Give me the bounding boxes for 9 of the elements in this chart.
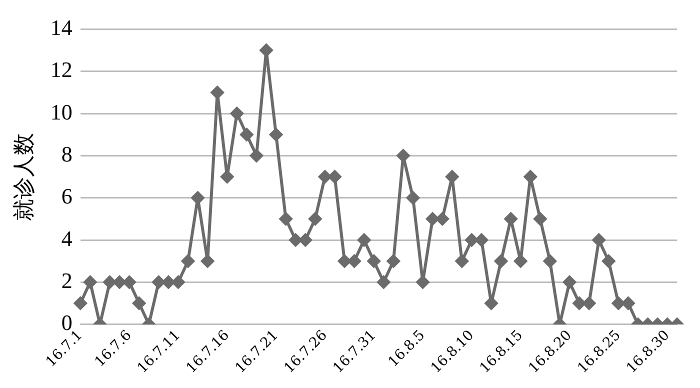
y-tick-label: 8 xyxy=(61,141,72,166)
y-tick-label: 14 xyxy=(50,14,72,40)
y-tick-label: 12 xyxy=(50,57,72,82)
y-tick-label: 4 xyxy=(61,226,72,251)
y-tick-label: 0 xyxy=(61,310,72,336)
y-axis-title: 就诊人数 xyxy=(12,132,37,221)
y-tick-label: 2 xyxy=(61,268,72,293)
y-tick-label: 6 xyxy=(61,184,72,209)
y-tick-label: 10 xyxy=(50,99,72,124)
